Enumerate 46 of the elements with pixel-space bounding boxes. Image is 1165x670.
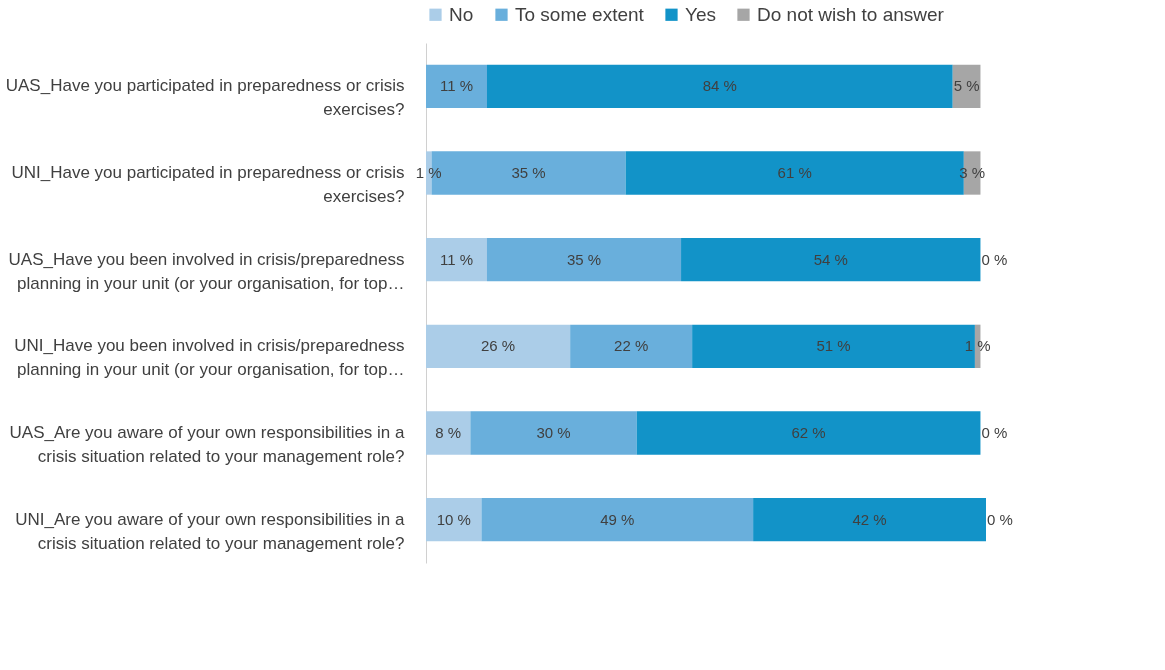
- data-label: 5 %: [953, 77, 980, 95]
- data-label: 54 %: [813, 250, 848, 268]
- bar: [426, 324, 571, 368]
- bar: [692, 324, 975, 368]
- bar: [636, 411, 981, 455]
- data-label: 0 %: [981, 424, 1008, 441]
- bar: [426, 238, 487, 282]
- data-label: 22 %: [614, 337, 649, 355]
- y-tick-label: UAS_Have you participated in preparedness or crisis exercises?: [5, 76, 405, 120]
- bar: [481, 498, 754, 542]
- bar: [426, 498, 482, 542]
- y-tick-label: UNI_Are you aware of your own responsibilities in a crisis situation related to your management role?: [15, 509, 406, 553]
- y-tick-label: UNI_Have you participated in preparedness or crisis exercises?: [11, 163, 405, 206]
- data-label: 49 %: [600, 510, 635, 528]
- legend-label: No: [449, 3, 474, 25]
- bar: [486, 64, 953, 108]
- data-label: 1 %: [964, 337, 991, 355]
- data-label: 10 %: [436, 510, 471, 528]
- bar: [486, 238, 682, 282]
- data-label: 0 %: [981, 250, 1008, 268]
- legend-label: Yes: [685, 3, 716, 25]
- y-tick-label: UAS_Have you been involved in crisis/preparedness planning in your unit (or your organisation, for top…: [8, 249, 405, 293]
- y-tick-label: UAS_Are you aware of your own responsibilities in a crisis situation related to your management role?: [9, 423, 406, 466]
- data-label: 35 %: [566, 250, 602, 268]
- bar: [753, 498, 986, 542]
- data-label: 35 %: [511, 164, 546, 181]
- bar: [470, 411, 637, 455]
- data-label: 42 %: [852, 510, 887, 528]
- bar: [426, 411, 471, 455]
- data-label: 26 %: [480, 337, 516, 355]
- data-label: 62 %: [791, 424, 826, 441]
- data-label: 8 %: [435, 424, 462, 441]
- data-label: 1 %: [415, 164, 442, 181]
- data-label: 61 %: [777, 164, 812, 181]
- y-tick-label: UNI_Have you been involved in crisis/preparedness planning in your unit (or your organisation, for top…: [14, 336, 405, 380]
- legend-label: To some extent: [515, 3, 645, 25]
- legend-label: Do not wish to answer: [757, 3, 945, 25]
- data-label: 11 %: [439, 77, 474, 95]
- bar: [681, 238, 981, 282]
- bar: [426, 64, 487, 108]
- data-label: 0 %: [987, 510, 1013, 528]
- data-label: 84 %: [702, 77, 737, 95]
- data-label: 51 %: [816, 337, 851, 355]
- data-label: 11 %: [439, 250, 474, 268]
- data-label: 30 %: [536, 424, 571, 441]
- bar: [570, 324, 693, 368]
